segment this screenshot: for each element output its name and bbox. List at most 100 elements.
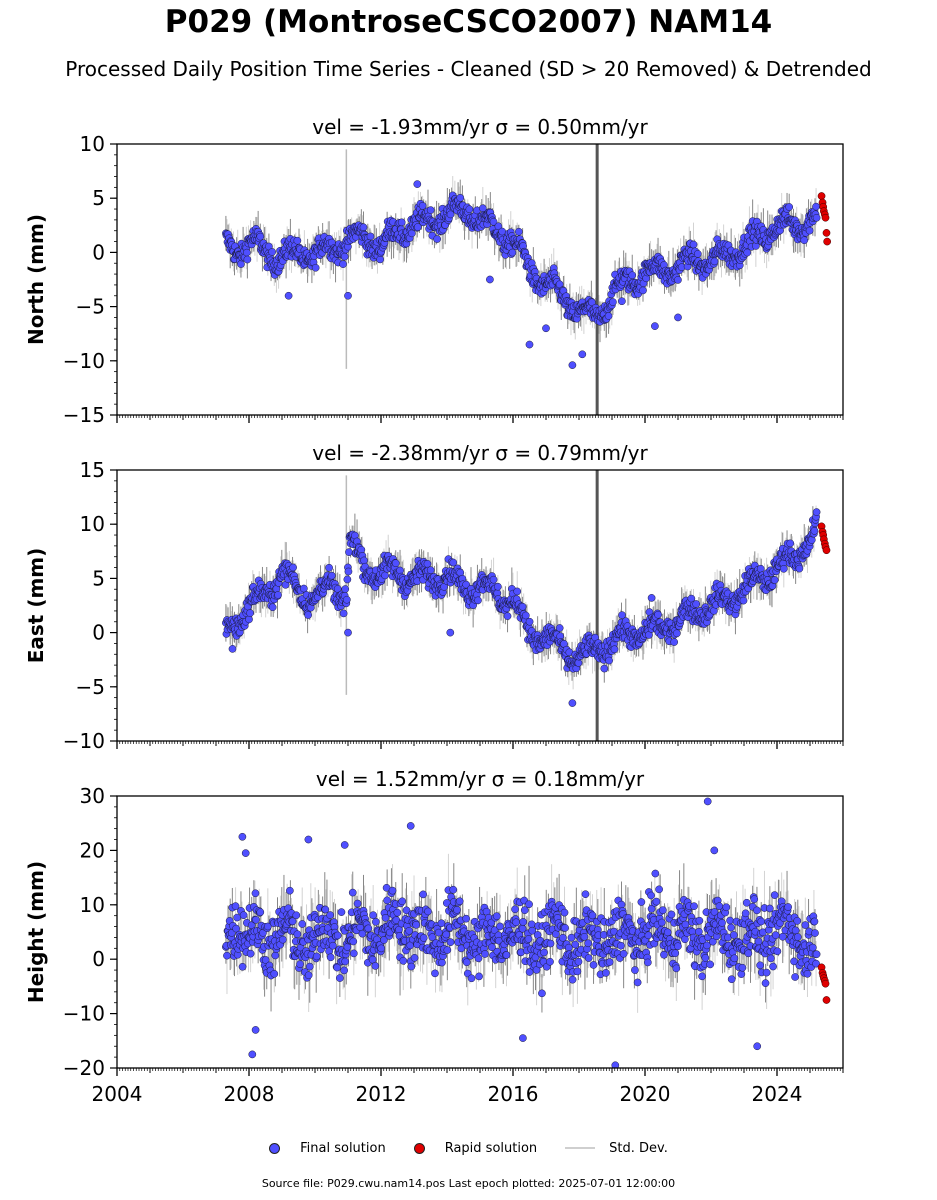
rapid-solution-point <box>822 229 831 237</box>
final-solution-point <box>286 886 294 895</box>
final-solution-point <box>424 907 432 916</box>
final-solution-point <box>431 969 439 978</box>
final-solution-point <box>618 297 626 306</box>
final-solution-point <box>397 218 406 227</box>
y-tick-label: −5 <box>76 675 105 699</box>
final-solution-point <box>289 563 297 572</box>
final-solution-point <box>514 227 523 236</box>
final-solution-point <box>360 556 368 565</box>
final-solution-point <box>618 611 626 619</box>
rapid-solution-point <box>821 213 830 222</box>
final-solution-point <box>743 248 752 257</box>
final-solution-point <box>388 886 397 895</box>
final-solution-point <box>588 298 596 307</box>
final-solution-point <box>410 953 419 962</box>
final-solution-point <box>442 930 451 939</box>
final-solution-point <box>689 240 698 249</box>
final-solution-point <box>486 275 494 284</box>
y-tick-label: −5 <box>76 295 105 319</box>
final-solution-point <box>335 974 344 982</box>
final-solution-point <box>670 638 679 646</box>
final-solution-point <box>325 563 333 572</box>
final-solution-point <box>391 559 400 568</box>
final-solution-point <box>293 930 302 939</box>
final-solution-point <box>434 928 443 937</box>
final-solution-point <box>333 963 342 972</box>
final-solution-point <box>812 508 821 516</box>
final-solution-point <box>779 564 788 573</box>
final-solution-point <box>233 913 242 922</box>
final-solution-point <box>407 962 416 971</box>
final-solution-point <box>349 937 358 946</box>
final-solution-point <box>343 943 352 951</box>
final-solution-point <box>426 566 435 575</box>
final-solution-point <box>568 361 577 369</box>
final-solution-point <box>342 595 351 604</box>
final-solution-point <box>513 587 522 596</box>
rapid-solution-point <box>822 546 831 555</box>
final-solution-point <box>344 628 352 637</box>
final-solution-point <box>228 645 237 653</box>
final-solution-point <box>446 628 455 637</box>
final-solution-point <box>710 257 719 266</box>
final-solution-point <box>398 897 407 906</box>
panel-title: vel = -2.38mm/yr σ = 0.79mm/yr <box>312 441 648 465</box>
final-solution-point <box>555 280 564 289</box>
final-solution-point <box>489 217 498 226</box>
final-solution-point <box>268 603 277 612</box>
final-solution-point <box>381 571 389 580</box>
final-solution-point <box>288 917 297 926</box>
final-solution-point <box>812 202 820 211</box>
final-solution-point <box>263 922 272 931</box>
final-solution-point <box>256 232 265 241</box>
final-solution-point <box>305 962 314 971</box>
final-solution-point <box>508 248 517 257</box>
final-solution-point <box>393 908 402 917</box>
final-solution-point <box>349 949 358 958</box>
final-solution-point <box>521 611 530 620</box>
final-solution-point <box>358 929 367 938</box>
final-solution-point <box>604 312 613 320</box>
panel-title: vel = -1.93mm/yr σ = 0.50mm/yr <box>312 115 648 139</box>
final-solution-point <box>423 559 432 568</box>
y-axis-label: North (mm) <box>24 214 48 345</box>
final-solution-point <box>279 935 287 944</box>
final-solution-point <box>489 575 498 584</box>
final-solution-point <box>245 615 253 624</box>
final-solution-point <box>304 971 313 980</box>
final-solution-point <box>428 933 437 941</box>
final-solution-point <box>345 548 353 556</box>
final-solution-point <box>339 260 347 268</box>
final-solution-point <box>232 924 240 933</box>
final-solution-point <box>449 558 458 567</box>
final-solution-point <box>453 906 461 914</box>
plot-area <box>222 144 832 415</box>
final-solution-point <box>795 564 804 573</box>
final-solution-point <box>628 271 637 280</box>
final-solution-point <box>339 609 348 618</box>
final-solution-point <box>674 313 682 322</box>
final-solution-point <box>494 582 502 591</box>
final-solution-point <box>344 567 353 576</box>
final-solution-point <box>311 263 320 272</box>
y-tick-label: 10 <box>80 132 105 156</box>
y-tick-label: 10 <box>80 512 105 536</box>
final-solution-point <box>786 539 795 548</box>
final-solution-point <box>359 223 368 232</box>
final-solution-point <box>238 962 247 971</box>
final-solution-point <box>810 527 819 535</box>
final-solution-point <box>555 624 564 632</box>
final-solution-point <box>246 609 254 617</box>
final-solution-point <box>770 576 779 584</box>
final-solution-point <box>609 298 617 306</box>
final-solution-point <box>383 896 391 905</box>
final-solution-point <box>805 226 814 235</box>
final-solution-point <box>610 645 619 654</box>
final-solution-point <box>426 206 435 214</box>
final-solution-point <box>329 941 337 950</box>
final-solution-point <box>321 905 330 914</box>
y-tick-label: 5 <box>92 186 105 210</box>
final-solution-point <box>525 617 534 626</box>
final-solution-point <box>785 203 794 211</box>
